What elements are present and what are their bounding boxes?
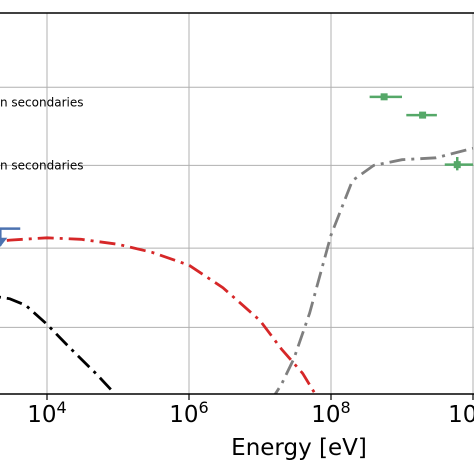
x-axis-label: Energy [eV]	[231, 435, 367, 461]
x-tick-label: 106	[169, 398, 208, 428]
gridlines	[0, 13, 474, 394]
data-point	[369, 93, 402, 101]
upper-limit-marker	[0, 227, 21, 247]
x-tick-labels: 104 106 108 1010	[27, 394, 474, 428]
series-line-3	[273, 146, 474, 394]
data-point	[444, 157, 473, 171]
limit-arrow	[0, 237, 8, 247]
point-marker	[453, 161, 461, 169]
series-line-1	[0, 295, 115, 394]
x-tick-label: 108	[311, 398, 350, 428]
annotations: n secondaries n secondaries	[0, 96, 83, 173]
series-layer	[0, 146, 474, 394]
x-tick-label: 104	[27, 398, 66, 428]
plot-frame	[0, 12, 474, 395]
point-marker	[419, 111, 427, 119]
series-line-2	[0, 236, 317, 394]
annotation-text: n secondaries	[0, 158, 83, 172]
data-point	[406, 111, 437, 119]
x-tick-label: 1010	[448, 398, 474, 428]
marker-layer	[0, 93, 473, 247]
point-marker	[380, 93, 388, 101]
annotation-text: n secondaries	[0, 96, 83, 110]
